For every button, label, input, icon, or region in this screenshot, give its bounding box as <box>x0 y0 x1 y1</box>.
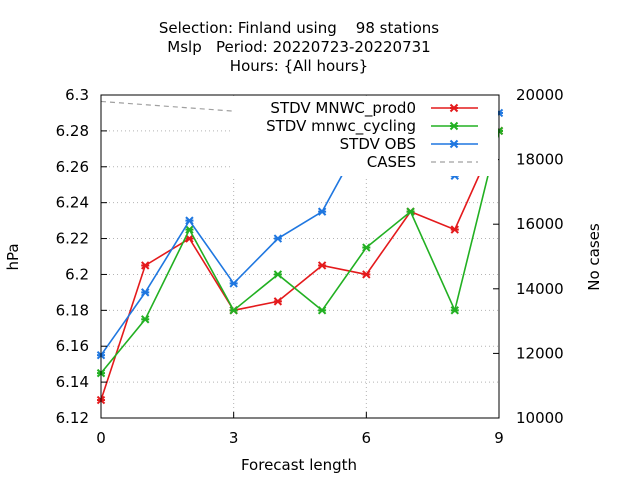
legend-label-stdv-mnwc-cycling: STDV mnwc_cycling <box>266 117 416 136</box>
axes: 6.12 6.14 6.16 6.18 6.2 6.22 6.24 6.26 6.28 6.3 10… <box>56 86 564 447</box>
data-point-stdv-obs <box>229 279 238 288</box>
legend-marker-stdv-obs <box>449 139 459 149</box>
data-point-stdv-obs <box>317 207 327 216</box>
data-point-stdv-mnwc-cycling <box>317 306 327 315</box>
legend-marker-stdv-mnwc-prod0 <box>449 103 459 113</box>
x-tick-label: 3 <box>229 429 239 447</box>
data-point-stdv-mnwc-cycling <box>450 306 459 315</box>
data-point-stdv-mnwc-prod0 <box>273 297 283 306</box>
series-line-stdv-mnwc-cycling <box>100 130 500 374</box>
data-point-stdv-mnwc-cycling <box>273 270 283 279</box>
data-point-stdv-mnwc-prod0 <box>317 261 327 270</box>
y2-tick-label: 18000 <box>516 151 564 169</box>
y-tick-label: 6.12 <box>56 409 89 427</box>
chart-title: Selection: Finland using 98 stations Msl… <box>159 19 439 75</box>
y2-tick-label: 10000 <box>516 409 564 427</box>
y-tick-label: 6.24 <box>56 194 89 212</box>
legend-label-stdv-obs: STDV OBS <box>340 135 416 153</box>
title-line-1: Selection: Finland using 98 stations <box>159 19 439 37</box>
y-tick-label: 6.3 <box>65 86 89 104</box>
y2-tick-label: 16000 <box>516 215 564 233</box>
y-tick-label: 6.22 <box>56 230 89 248</box>
data-point-stdv-mnwc-prod0 <box>141 261 150 270</box>
y-tick-label: 6.18 <box>56 301 89 319</box>
plot-frame <box>100 94 500 419</box>
data-point-stdv-mnwc-cycling <box>141 315 150 324</box>
data-point-stdv-obs <box>273 234 283 243</box>
y2-tick-label: 20000 <box>516 86 564 104</box>
legend-label-cases: CASES <box>367 153 416 171</box>
x-axis-label: Forecast length <box>241 456 357 474</box>
data-point-stdv-mnwc-cycling <box>362 243 371 252</box>
x-tick-label: 9 <box>494 429 504 447</box>
y2-axis-label: No cases <box>585 223 603 291</box>
data-point-stdv-mnwc-prod0 <box>450 225 459 234</box>
y2-tick-label: 12000 <box>516 344 564 362</box>
title-line-3: Hours: {All hours} <box>230 57 368 75</box>
data-point-stdv-mnwc-cycling <box>229 306 238 315</box>
x-tick-label: 6 <box>362 429 372 447</box>
title-line-2: Mslp Period: 20220723-20220731 <box>167 38 430 56</box>
y-tick-label: 6.28 <box>56 122 89 140</box>
data-point-stdv-mnwc-cycling <box>185 225 194 234</box>
y-tick-label: 6.16 <box>56 337 89 355</box>
data-point-stdv-mnwc-prod0 <box>185 234 194 243</box>
legend-label-stdv-mnwc-prod0: STDV MNWC_prod0 <box>270 99 416 118</box>
y-axis-label: hPa <box>4 243 22 270</box>
series-line-stdv-mnwc-prod0 <box>100 130 500 401</box>
data-point-stdv-mnwc-cycling <box>406 207 415 216</box>
y-tick-label: 6.26 <box>56 158 89 176</box>
legend-marker-stdv-mnwc-cycling <box>449 121 459 131</box>
y2-tick-label: 14000 <box>516 280 564 298</box>
y-tick-label: 6.14 <box>56 373 89 391</box>
y-tick-label: 6.2 <box>65 265 89 283</box>
x-tick-label: 0 <box>96 429 106 447</box>
data-point-stdv-obs <box>185 216 194 225</box>
data-point-stdv-obs <box>141 288 150 297</box>
data-point-stdv-mnwc-prod0 <box>362 270 371 279</box>
